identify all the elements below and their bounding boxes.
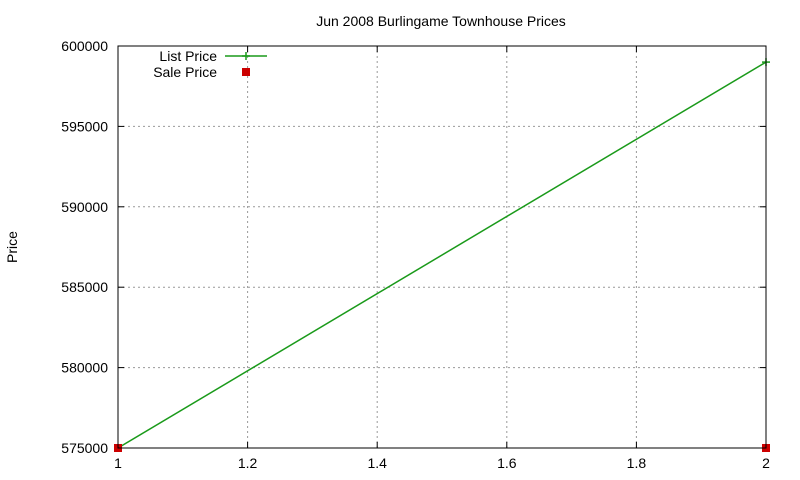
x-tick-label: 1.8: [627, 455, 647, 471]
chart-title: Jun 2008 Burlingame Townhouse Prices: [316, 13, 566, 29]
list-price-line: [117, 61, 767, 449]
x-tick-label: 1.6: [497, 455, 517, 471]
y-tick-label: 600000: [61, 38, 108, 54]
y-tick-label: 585000: [61, 279, 108, 295]
legend-swatch-marker: [242, 52, 250, 60]
plot-frame: [117, 45, 767, 449]
y-axis-label: Price: [4, 231, 20, 263]
x-tick-label: 1.4: [367, 455, 387, 471]
tick-labels: 1 1.2 1.4 1.6 1.8 2 575000 580000 585000 590000 59…: [61, 38, 770, 471]
x-tick-label: 1.2: [238, 455, 258, 471]
y-tick-label: 590000: [61, 199, 108, 215]
y-tick-label: 575000: [61, 440, 108, 456]
legend-label: List Price: [159, 48, 217, 64]
legend-label: Sale Price: [153, 64, 217, 80]
tick-marks: [117, 45, 767, 449]
x-tick-label: 1: [114, 455, 122, 471]
y-tick-label: 595000: [61, 118, 108, 134]
legend-swatch-marker: [242, 68, 250, 76]
x-tick-label: 2: [762, 455, 770, 471]
y-tick-label: 580000: [61, 360, 108, 376]
